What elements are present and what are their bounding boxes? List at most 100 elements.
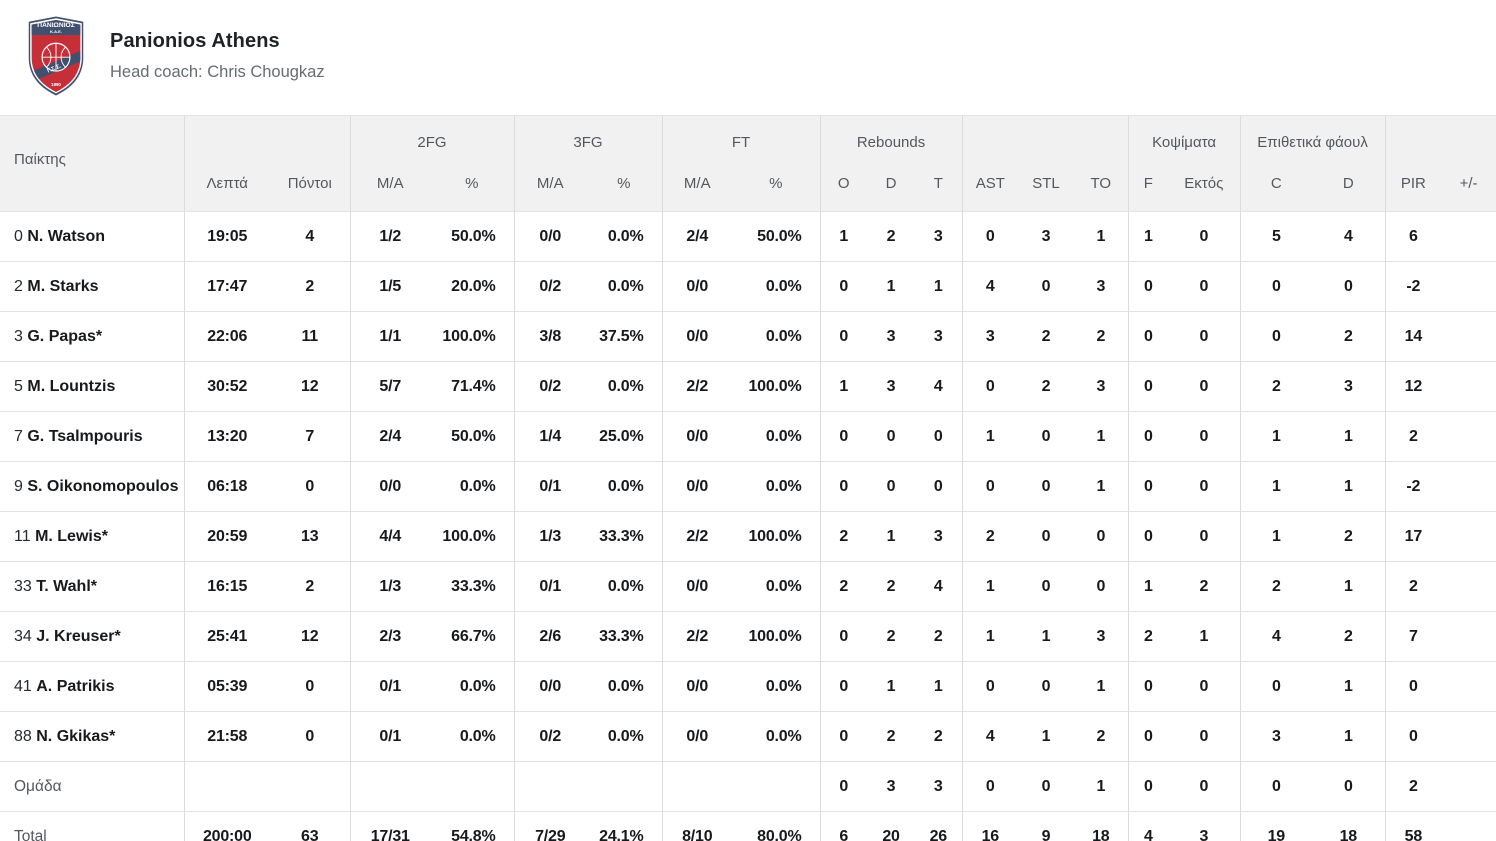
stat-blk-out: 1 xyxy=(1168,611,1241,662)
stat-blk-out: 0 xyxy=(1168,511,1241,562)
row-label: Total xyxy=(14,827,47,841)
stat-blk-out: 0 xyxy=(1168,211,1241,262)
player-row: 41 A. Patrikis 05:39 0 0/1 0.0% 0/0 0.0% 0/0 0.0… xyxy=(0,661,1496,712)
player-name: J. Kreuser* xyxy=(36,627,121,645)
stat-foul-d: 3 xyxy=(1312,361,1386,412)
team-row: Ομάδα 0 3 3 0 0 1 0 0 0 0 2 xyxy=(0,761,1496,812)
stat-2fg-ma: 5/7 xyxy=(349,361,430,412)
stat-3fg-pct: 0.0% xyxy=(586,361,662,412)
stat-stl: 3 xyxy=(1018,211,1075,262)
stat-blk-f: 1 xyxy=(1127,561,1169,612)
stat-to: 2 xyxy=(1074,711,1129,762)
stat-foul-d: 2 xyxy=(1312,611,1386,662)
stat-ft-pct: 100.0% xyxy=(732,361,821,412)
stat-pir: 2 xyxy=(1384,561,1442,612)
stat-foul-d: 1 xyxy=(1312,461,1386,512)
stat-foul-c: 0 xyxy=(1239,761,1313,812)
stat-blk-f: 0 xyxy=(1127,461,1169,512)
stat-ft-ma xyxy=(661,761,732,812)
stat-3fg-ma xyxy=(513,761,586,812)
stat-blk-out: 0 xyxy=(1168,461,1241,512)
stat-ft-pct: 0.0% xyxy=(732,661,821,712)
stat-blk-f: 0 xyxy=(1127,411,1169,462)
stat-ast: 4 xyxy=(961,261,1019,312)
stat-blk-out: 0 xyxy=(1168,361,1241,412)
player-name: N. Watson xyxy=(27,227,105,245)
stat-2fg-ma: 2/4 xyxy=(349,411,430,462)
stat-foul-c: 19 xyxy=(1239,811,1313,841)
stat-blk-out: 2 xyxy=(1168,561,1241,612)
stat-3fg-ma: 1/3 xyxy=(513,511,586,562)
player-cell: 2 M. Starks xyxy=(0,261,184,312)
stat-pir: 0 xyxy=(1384,711,1442,762)
stat-plusminus xyxy=(1441,761,1496,812)
stat-foul-c: 0 xyxy=(1239,661,1313,712)
stat-pir: 7 xyxy=(1384,611,1442,662)
player-row: 9 S. Oikonomopoulos 06:18 0 0/0 0.0% 0/1 0.0% 0… xyxy=(0,461,1496,512)
stat-plusminus xyxy=(1441,711,1496,762)
player-number: 33 xyxy=(14,577,32,595)
col-header-ast: AST xyxy=(961,162,1019,212)
table-header: Παίκτης 2FG 3FG FT Rebounds Κοψίματα Επι… xyxy=(0,115,1496,212)
stat-3fg-pct: 25.0% xyxy=(586,411,662,462)
group-header-rebounds: Rebounds xyxy=(819,115,963,162)
stat-blk-f: 0 xyxy=(1127,261,1169,312)
logo-band-text: Γ.Σ.Σ. xyxy=(47,63,63,74)
col-header-pir: PIR xyxy=(1384,162,1442,212)
stat-blk-out: 0 xyxy=(1168,711,1241,762)
player-number: 41 xyxy=(14,677,32,695)
col-header-2fg-pct: % xyxy=(430,162,514,212)
player-name: S. Oikonomopoulos xyxy=(27,477,179,495)
stat-plusminus xyxy=(1441,461,1496,512)
player-cell: 3 G. Papas* xyxy=(0,311,184,362)
stat-ast: 2 xyxy=(961,511,1019,562)
stat-points: 7 xyxy=(270,411,350,462)
stat-plusminus xyxy=(1441,411,1496,462)
player-name: M. Starks xyxy=(27,277,99,295)
player-name: G. Papas* xyxy=(27,327,103,345)
stat-blk-f: 0 xyxy=(1127,311,1169,362)
player-cell: 5 M. Lountzis xyxy=(0,361,184,412)
stat-pir: 2 xyxy=(1384,761,1442,812)
stat-foul-c: 1 xyxy=(1239,511,1313,562)
stat-3fg-ma: 7/29 xyxy=(513,811,586,841)
player-row: 5 M. Lountzis 30:52 12 5/7 71.4% 0/2 0.0% 2/2 10… xyxy=(0,361,1496,412)
logo-sub-text: Κ.Α.Ε. xyxy=(50,29,62,34)
stat-foul-c: 2 xyxy=(1239,361,1313,412)
stat-reb-d: 3 xyxy=(867,761,916,812)
group-header-empty xyxy=(1384,115,1496,162)
stat-ast: 1 xyxy=(961,611,1019,662)
stat-2fg-pct: 50.0% xyxy=(430,411,514,462)
stat-reb-d: 2 xyxy=(867,611,916,662)
stat-reb-o: 0 xyxy=(819,411,868,462)
stat-ft-ma: 8/10 xyxy=(661,811,732,841)
stat-pir: 12 xyxy=(1384,361,1442,412)
stat-3fg-pct: 37.5% xyxy=(586,311,662,362)
player-name: N. Gkikas* xyxy=(36,727,116,745)
player-name: A. Patrikis xyxy=(36,677,115,695)
stat-blk-out: 0 xyxy=(1168,261,1241,312)
stat-reb-o: 0 xyxy=(819,711,868,762)
stat-stl: 0 xyxy=(1018,561,1075,612)
stat-ft-pct: 0.0% xyxy=(732,461,821,512)
stat-plusminus xyxy=(1441,211,1496,262)
box-score-table: Παίκτης 2FG 3FG FT Rebounds Κοψίματα Επι… xyxy=(0,115,1496,841)
stat-2fg-pct: 71.4% xyxy=(430,361,514,412)
stat-reb-d: 2 xyxy=(867,561,916,612)
stat-ft-ma: 0/0 xyxy=(661,561,732,612)
player-row: 33 T. Wahl* 16:15 2 1/3 33.3% 0/1 0.0% 0/0 0.0% 2… xyxy=(0,561,1496,612)
stat-2fg-ma: 0/1 xyxy=(349,661,430,712)
stat-foul-d: 18 xyxy=(1312,811,1386,841)
group-header-3fg: 3FG xyxy=(513,115,662,162)
stat-plusminus xyxy=(1441,361,1496,412)
stat-ft-ma: 2/4 xyxy=(661,211,732,262)
stat-to: 3 xyxy=(1074,361,1129,412)
stat-foul-d: 1 xyxy=(1312,561,1386,612)
player-row: 34 J. Kreuser* 25:41 12 2/3 66.7% 2/6 33.3% 2/2… xyxy=(0,611,1496,662)
group-header-fouls: Επιθετικά φάουλ xyxy=(1239,115,1386,162)
player-name: T. Wahl* xyxy=(36,577,97,595)
stat-ft-pct: 0.0% xyxy=(732,561,821,612)
stat-2fg-pct: 0.0% xyxy=(430,711,514,762)
stat-ft-pct: 50.0% xyxy=(732,211,821,262)
team-crest-icon: ΠΑΝΙΩΝΙΟΣ Κ.Α.Ε. Γ.Σ.Σ. 1890 xyxy=(28,16,84,96)
